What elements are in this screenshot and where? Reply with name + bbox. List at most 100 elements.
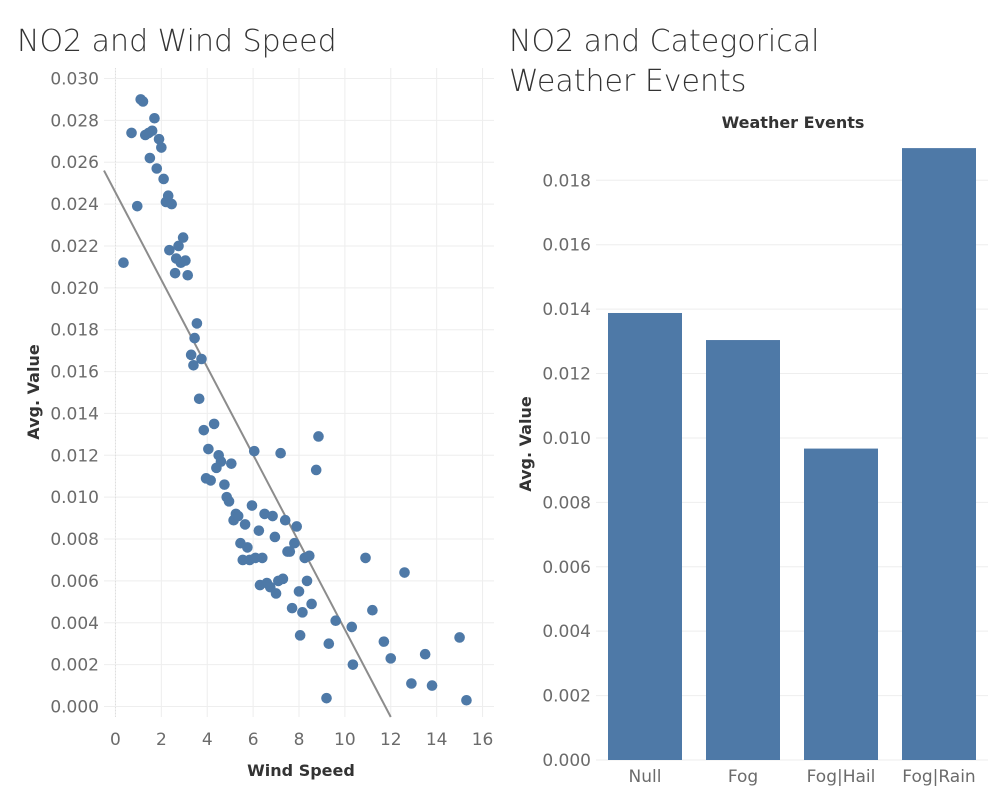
scatter-x-tick-label: 8 xyxy=(294,730,305,750)
scatter-y-tick-label: 0.016 xyxy=(50,363,99,383)
bar xyxy=(608,312,682,760)
scatter-points xyxy=(118,94,472,706)
scatter-point xyxy=(137,96,149,107)
scatter-point xyxy=(205,475,216,486)
bar-y-tick-label: 0.006 xyxy=(542,558,591,578)
scatter-point xyxy=(191,318,203,329)
scatter-point xyxy=(289,537,300,549)
bar-y-tick-label: 0.014 xyxy=(542,300,591,320)
scatter-point xyxy=(267,510,278,522)
scatter-point xyxy=(153,133,165,145)
scatter-point xyxy=(188,359,199,371)
scatter-y-axis-title: Avg. Value xyxy=(24,344,43,440)
bar xyxy=(902,148,976,761)
scatter-point xyxy=(151,163,163,174)
scatter-point xyxy=(158,173,169,185)
scatter-point xyxy=(215,456,227,467)
bar-y-axis-title: Avg. Value xyxy=(516,396,535,492)
bar-category-label: Fog xyxy=(728,767,758,787)
scatter-point xyxy=(248,445,260,457)
scatter-point xyxy=(173,240,184,252)
scatter-point xyxy=(323,638,335,650)
scatter-point xyxy=(426,680,438,691)
scatter-point xyxy=(193,393,205,405)
bar-y-tick-label: 0.008 xyxy=(542,493,591,513)
scatter-y-tick-label: 0.026 xyxy=(50,153,99,173)
scatter-y-tick-label: 0.004 xyxy=(50,614,99,634)
bar-chart-column-header: Weather Events xyxy=(722,113,865,132)
scatter-point xyxy=(270,588,282,599)
scatter-y-tick-label: 0.010 xyxy=(50,488,99,508)
scatter-point xyxy=(149,112,160,124)
bar-y-tick-label: 0.000 xyxy=(542,751,591,771)
scatter-point xyxy=(162,190,174,202)
scatter-point xyxy=(306,598,317,610)
scatter-point xyxy=(321,692,332,704)
scatter-point xyxy=(310,464,322,476)
bars xyxy=(608,148,976,761)
scatter-point xyxy=(232,510,244,522)
bar xyxy=(804,448,878,760)
bar-y-tick-label: 0.002 xyxy=(542,687,591,707)
scatter-x-tick-label: 4 xyxy=(202,730,213,750)
scatter-point xyxy=(313,431,324,442)
scatter-point xyxy=(144,152,156,164)
scatter-point xyxy=(182,269,194,281)
scatter-y-tick-label: 0.006 xyxy=(50,572,99,592)
scatter-point xyxy=(177,232,189,243)
scatter-point xyxy=(293,586,305,597)
scatter-x-tick-label: 16 xyxy=(472,730,494,750)
scatter-y-tick-label: 0.000 xyxy=(50,698,99,718)
scatter-point xyxy=(226,458,237,469)
scatter-y-tick-label: 0.028 xyxy=(50,111,99,131)
scatter-y-tick-label: 0.020 xyxy=(50,279,99,299)
scatter-x-tick-label: 2 xyxy=(156,730,167,750)
scatter-point xyxy=(198,424,210,436)
scatter-x-tick-label: 14 xyxy=(426,730,448,750)
scatter-y-tick-label: 0.008 xyxy=(50,530,99,550)
scatter-point xyxy=(219,479,230,490)
scatter-point xyxy=(286,602,298,614)
scatter-point xyxy=(253,525,265,536)
bar-y-tick-label: 0.016 xyxy=(542,236,591,256)
scatter-x-tick-label: 0 xyxy=(110,730,121,750)
bar-y-tick-label: 0.012 xyxy=(542,365,591,385)
scatter-point xyxy=(208,418,220,430)
scatter-point xyxy=(275,447,286,459)
scatter-point xyxy=(330,615,342,626)
scatter-point xyxy=(246,500,258,511)
scatter-point xyxy=(454,632,465,643)
scatter-point xyxy=(189,332,200,344)
scatter-point xyxy=(203,443,214,455)
scatter-point xyxy=(419,648,431,660)
scatter-point xyxy=(223,496,235,507)
scatter-point xyxy=(346,621,358,633)
scatter-point xyxy=(166,198,177,210)
scatter-point xyxy=(378,636,390,647)
scatter-y-tick-labels: 0.030 0.028 0.026 0.024 0.022 0.020 0.018 0.016… xyxy=(50,69,99,717)
scatter-point xyxy=(156,142,167,153)
scatter-y-tick-label: 0.002 xyxy=(50,656,99,676)
scatter-point xyxy=(294,630,306,641)
scatter-y-tick-label: 0.018 xyxy=(50,321,99,341)
scatter-point xyxy=(269,531,281,543)
scatter-point xyxy=(301,575,313,587)
scatter-point xyxy=(461,694,472,706)
bar-y-tick-label: 0.010 xyxy=(542,429,591,449)
trend-line xyxy=(103,170,392,718)
scatter-point xyxy=(297,607,308,618)
bar xyxy=(706,340,780,760)
scatter-point xyxy=(277,573,289,585)
bar-category-label: Null xyxy=(629,767,662,787)
bar-category-label: Fog|Hail xyxy=(807,767,876,787)
scatter-point xyxy=(185,349,197,361)
scatter-x-tick-label: 10 xyxy=(334,730,356,750)
scatter-point xyxy=(284,546,296,557)
scatter-y-tick-label: 0.012 xyxy=(50,446,99,466)
scatter-point xyxy=(279,514,291,526)
scatter-y-tick-label: 0.022 xyxy=(50,237,99,257)
scatter-point xyxy=(304,550,315,562)
bar-category-label: Fog|Rain xyxy=(902,767,975,787)
scatter-chart-title: NO2 and Wind Speed xyxy=(17,24,337,59)
